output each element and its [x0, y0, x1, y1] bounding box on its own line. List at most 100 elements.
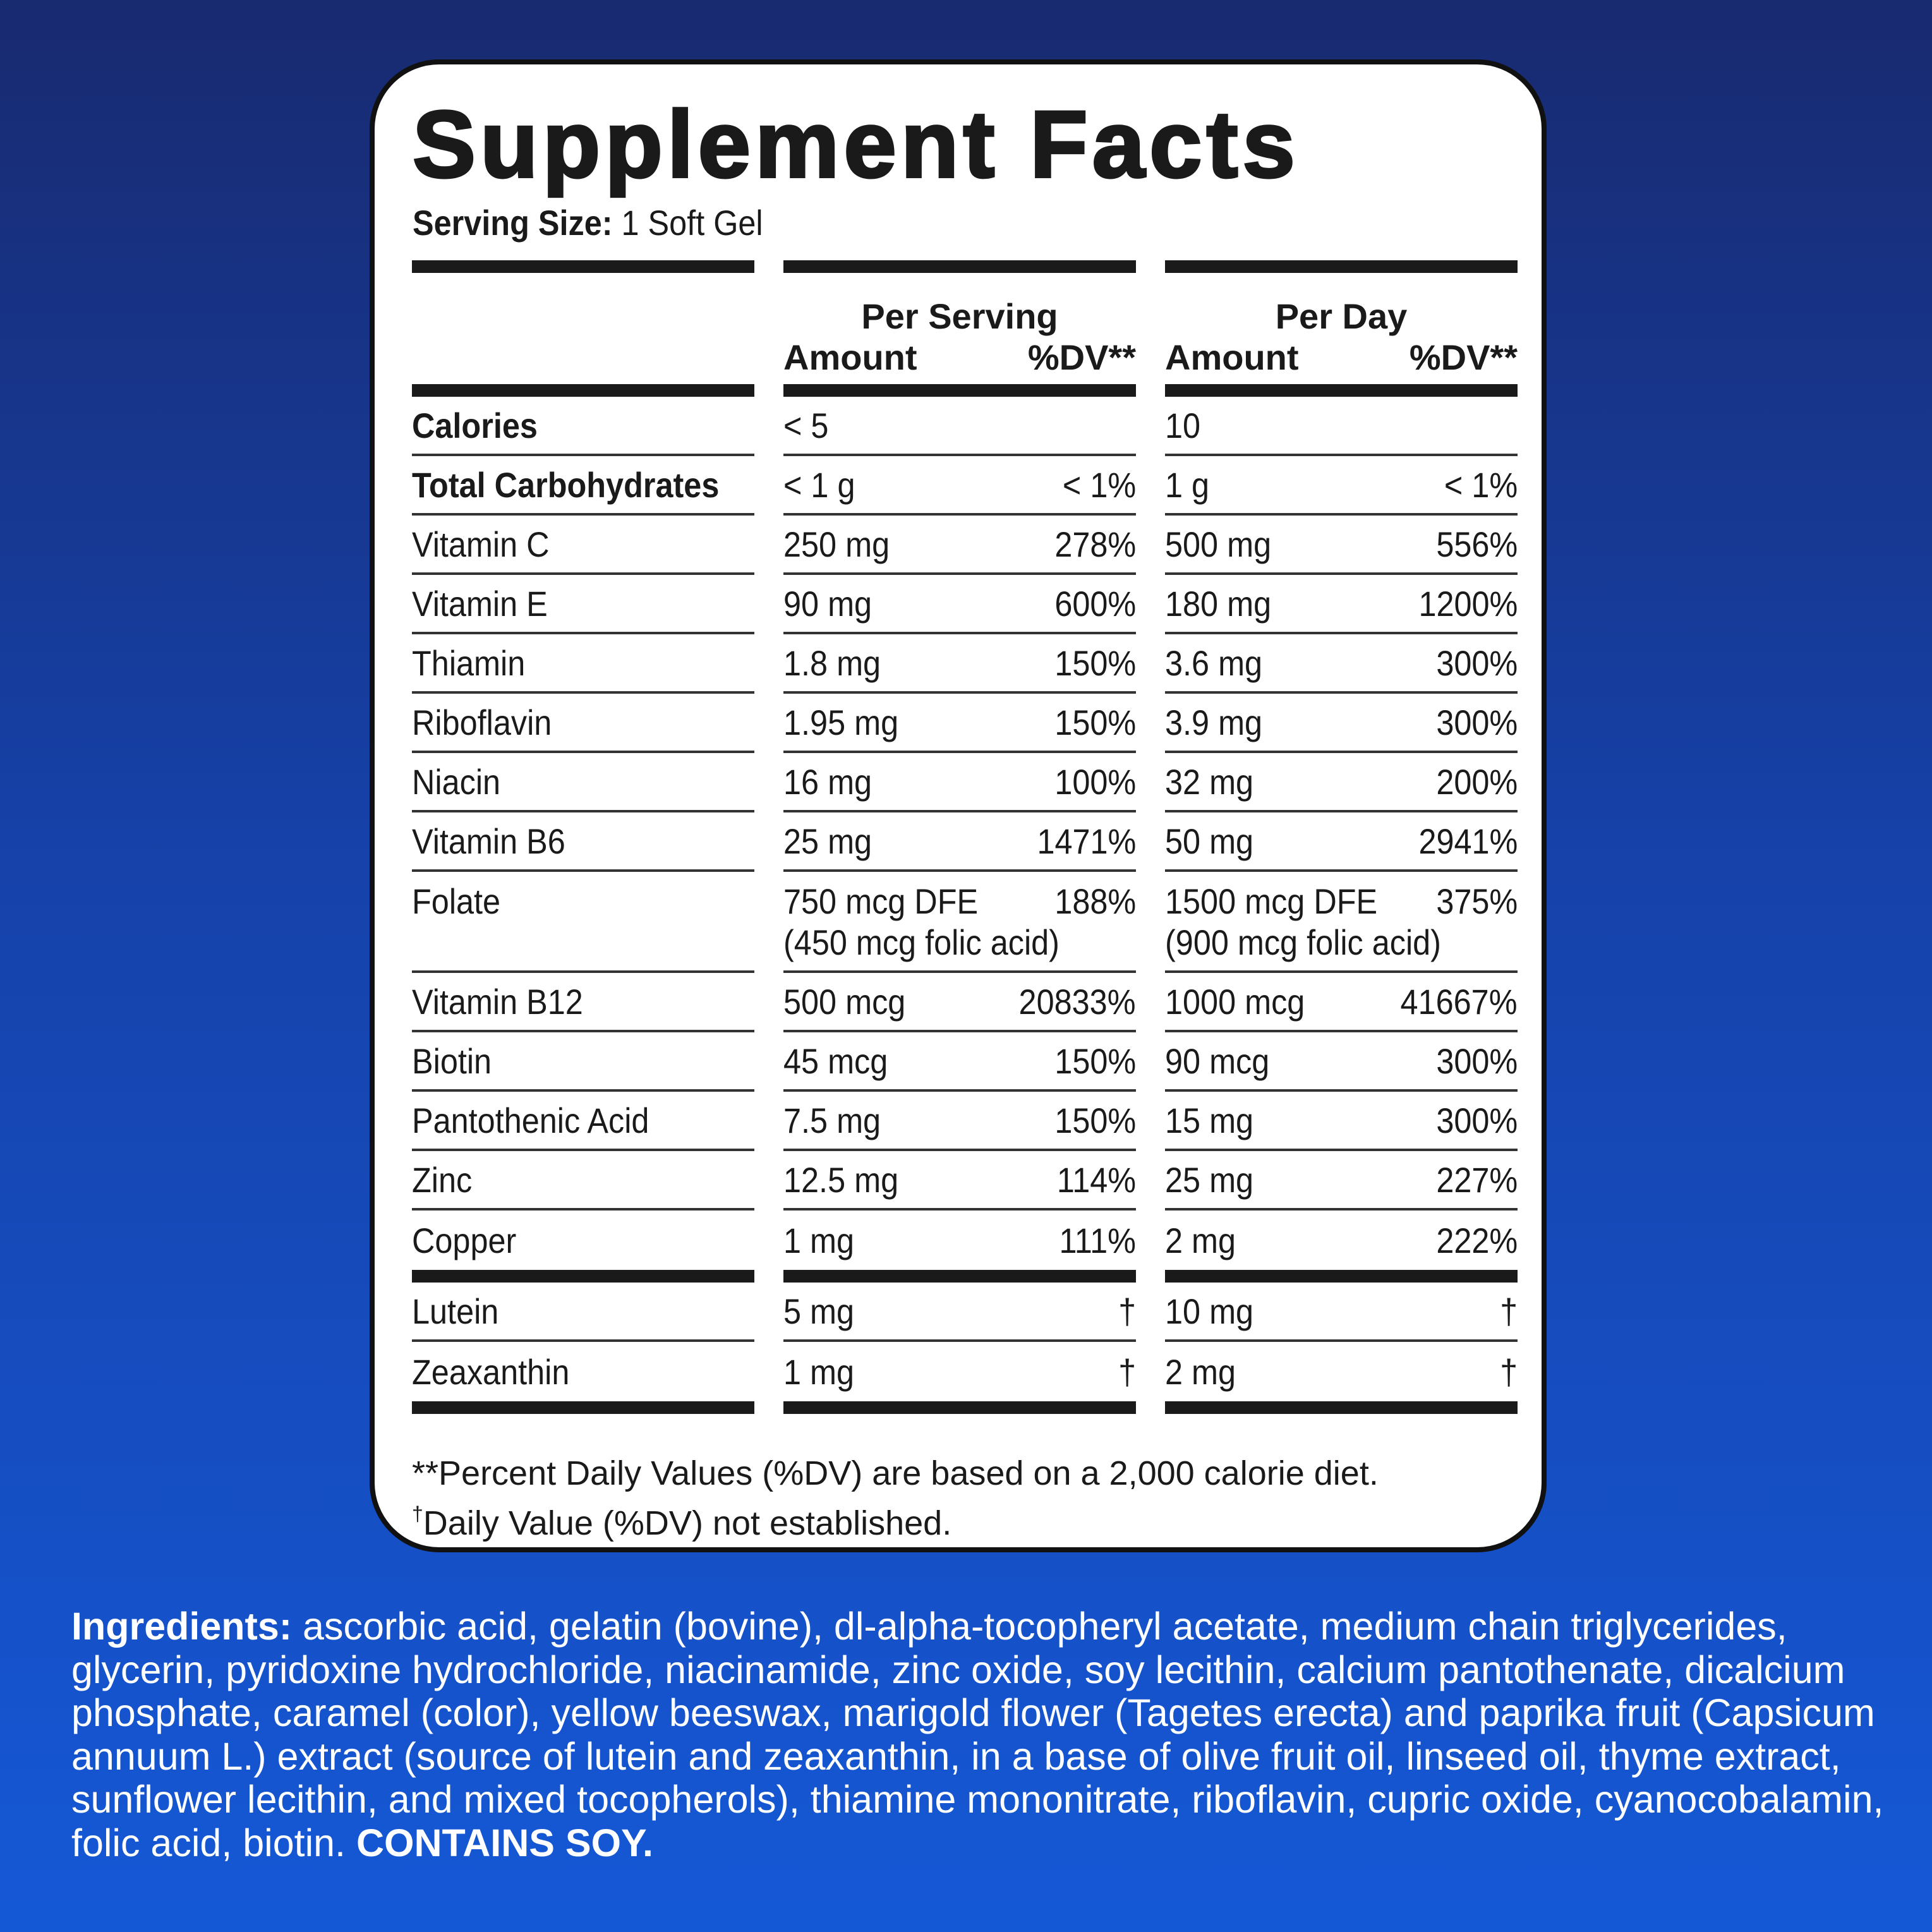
amount: 1 g [1165, 464, 1210, 505]
serving-cell: 45 mcg 150% [783, 1032, 1136, 1092]
name-cell: Calories [412, 397, 754, 456]
facts-table: Per Serving Amount %DV** Per Day Amount %D… [412, 260, 1518, 1414]
header-sub: Amount %DV** [1165, 337, 1518, 378]
daily-value: 100% [1054, 761, 1136, 802]
footnote-text: Daily Value (%DV) not established. [423, 1504, 952, 1542]
amount-line: 1500 mcg DFE 375% [1165, 881, 1518, 922]
serving-cell: 1 mg 111% [783, 1211, 1136, 1270]
nutrient-row: Biotin 45 mcg 150% 90 mcg 300% [412, 1032, 1518, 1092]
nutrient-row: Vitamin B12 500 mcg 20833% 1000 mcg 41667% [412, 973, 1518, 1032]
thick-rule [783, 1270, 1136, 1283]
nutrient-row: Zinc 12.5 mg 114% 25 mg 227% [412, 1151, 1518, 1211]
header-amount: Amount [783, 337, 917, 377]
thick-rule [1165, 1401, 1518, 1414]
nutrient-name: Niacin [412, 761, 501, 802]
name-cell: Copper [412, 1211, 754, 1270]
amount: 1.8 mg [783, 643, 881, 683]
amount: 5 mg [783, 1291, 855, 1331]
daily-value: 150% [1054, 1041, 1136, 1081]
nutrient-row: Niacin 16 mg 100% 32 mg 200% [412, 753, 1518, 812]
nutrient-name: Zeaxanthin [412, 1351, 570, 1392]
day-cell: 2 mg † [1165, 1342, 1518, 1401]
daily-value: † [1118, 1351, 1136, 1392]
thick-rule [412, 1401, 754, 1414]
nutrient-row: Vitamin E 90 mg 600% 180 mg 1200% [412, 575, 1518, 634]
top-rule [412, 260, 1518, 273]
nutrient-name: Pantothenic Acid [412, 1100, 649, 1140]
day-cell: 1000 mcg 41667% [1165, 973, 1518, 1032]
nutrient-name: Vitamin B6 [412, 821, 565, 861]
nutrient-name: Lutein [412, 1291, 499, 1331]
daily-value: 375% [1436, 881, 1518, 921]
amount: 500 mg [1165, 524, 1272, 564]
amount: 3.6 mg [1165, 643, 1263, 683]
daily-value: 556% [1436, 524, 1518, 564]
name-cell: Vitamin E [412, 575, 754, 634]
serving-cell: 500 mcg 20833% [783, 973, 1136, 1032]
amount: 90 mg [783, 583, 872, 624]
daily-value: < 1% [1062, 464, 1136, 505]
nutrient-row: Pantothenic Acid 7.5 mg 150% 15 mg 300% [412, 1092, 1518, 1151]
serving-cell: < 1 g < 1% [783, 456, 1136, 516]
nutrient-name: Vitamin B12 [412, 981, 583, 1022]
serving-cell: 7.5 mg 150% [783, 1092, 1136, 1151]
header-rule [412, 384, 1518, 397]
name-cell: Vitamin B6 [412, 812, 754, 872]
amount: 2 mg [1165, 1351, 1236, 1392]
day-cell: 50 mg 2941% [1165, 812, 1518, 872]
thick-rule [412, 260, 754, 273]
amount: 1000 mcg [1165, 981, 1305, 1022]
nutrient-row: Folate 750 mcg DFE 188% (450 mcg folic acid… [412, 872, 1518, 973]
serving-cell: < 5 [783, 397, 1136, 456]
amount: 25 mg [783, 821, 872, 861]
header-sub: Amount %DV** [783, 337, 1136, 378]
daily-value: 188% [1054, 881, 1136, 921]
nutrient-row: Lutein 5 mg † 10 mg † [412, 1283, 1518, 1342]
footnote: †Daily Value (%DV) not established. [412, 1494, 1379, 1543]
daily-value: 227% [1436, 1159, 1518, 1200]
amount: 750 mcg DFE [783, 881, 979, 921]
amount: 1 mg [783, 1351, 855, 1392]
name-cell: Zeaxanthin [412, 1342, 754, 1401]
header-cell: Per Serving Amount %DV** [783, 273, 1136, 384]
thick-rule [412, 384, 754, 397]
amount: 250 mg [783, 524, 890, 564]
serving-label: Serving Size: [413, 203, 613, 243]
daily-value: < 1% [1444, 464, 1518, 505]
daily-value: 111% [1059, 1220, 1136, 1260]
amount: 2 mg [1165, 1220, 1236, 1260]
footnote: **Percent Daily Values (%DV) are based o… [412, 1454, 1379, 1492]
name-cell: Folate [412, 872, 754, 973]
serving-cell: 1.8 mg 150% [783, 634, 1136, 694]
amount: 1.95 mg [783, 702, 899, 742]
daily-value: † [1499, 1351, 1518, 1392]
serving-cell: 16 mg 100% [783, 753, 1136, 812]
thick-rule [1165, 384, 1518, 397]
nutrient-name: Vitamin E [412, 583, 548, 624]
nutrient-row: Zeaxanthin 1 mg † 2 mg † [412, 1342, 1518, 1401]
nutrient-name: Riboflavin [412, 702, 552, 742]
nutrient-name: Copper [412, 1220, 517, 1260]
nutrient-row: Riboflavin 1.95 mg 150% 3.9 mg 300% [412, 694, 1518, 753]
serving-cell: 1.95 mg 150% [783, 694, 1136, 753]
daily-value: 600% [1054, 583, 1136, 624]
serving-cell: 1 mg † [783, 1342, 1136, 1401]
name-cell: Vitamin C [412, 516, 754, 575]
amount: 32 mg [1165, 761, 1254, 802]
facts-panel: Supplement Facts Serving Size: 1 Soft Ge… [370, 59, 1547, 1552]
header-dv: %DV** [1027, 337, 1136, 377]
name-cell: Biotin [412, 1032, 754, 1092]
ingredients-label: Ingredients: [71, 1605, 293, 1648]
nutrient-row: Thiamin 1.8 mg 150% 3.6 mg 300% [412, 634, 1518, 694]
name-cell: Pantothenic Acid [412, 1092, 754, 1151]
nutrient-row: Copper 1 mg 111% 2 mg 222% [412, 1211, 1518, 1270]
daily-value: 20833% [1019, 981, 1136, 1022]
day-cell: 1500 mcg DFE 375% (900 mcg folic acid) [1165, 872, 1518, 973]
header-cell [412, 273, 754, 384]
day-cell: 32 mg 200% [1165, 753, 1518, 812]
day-cell: 15 mg 300% [1165, 1092, 1518, 1151]
amount: 45 mcg [783, 1041, 888, 1081]
serving-cell: 250 mg 278% [783, 516, 1136, 575]
section-rule [412, 1401, 1518, 1414]
